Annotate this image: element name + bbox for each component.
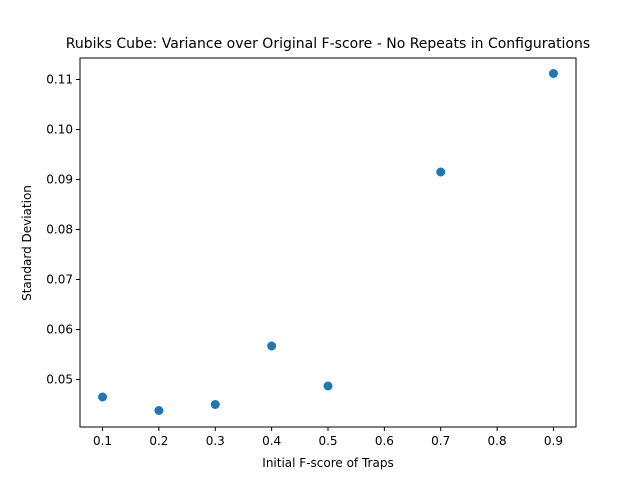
y-tick-label: 0.07 xyxy=(46,273,73,287)
x-tick-label: 0.8 xyxy=(488,434,507,448)
y-tick-label: 0.06 xyxy=(46,323,73,337)
x-axis: 0.1 0.2 0.3 0.4 0.5 0.6 0.7 0.8 0.9 xyxy=(93,427,563,448)
x-axis-label: Initial F-score of Traps xyxy=(262,456,393,470)
y-axis-label: Standard Deviation xyxy=(20,185,34,301)
data-point xyxy=(154,406,164,415)
x-tick-label: 0.7 xyxy=(431,434,450,448)
chart-title: Rubiks Cube: Variance over Original F-sc… xyxy=(66,36,590,52)
x-tick-label: 0.4 xyxy=(262,434,281,448)
data-point xyxy=(267,341,277,351)
x-tick-label: 0.9 xyxy=(544,434,563,448)
y-tick-label: 0.10 xyxy=(46,123,73,137)
x-tick-label: 0.3 xyxy=(206,434,225,448)
y-tick-label: 0.05 xyxy=(46,373,73,387)
x-tick-label: 0.1 xyxy=(93,434,112,448)
x-tick-label: 0.2 xyxy=(149,434,168,448)
y-axis: 0.05 0.06 0.07 0.08 0.09 0.10 0.11 xyxy=(46,73,80,387)
data-point xyxy=(323,381,333,391)
data-point xyxy=(98,392,108,402)
data-point xyxy=(436,167,446,177)
y-tick-label: 0.08 xyxy=(46,223,73,237)
y-tick-label: 0.09 xyxy=(46,173,73,187)
x-tick-label: 0.6 xyxy=(375,434,394,448)
x-tick-label: 0.5 xyxy=(318,434,337,448)
data-points xyxy=(98,69,558,415)
data-point xyxy=(210,400,220,409)
y-tick-label: 0.11 xyxy=(46,73,73,87)
data-point xyxy=(548,69,558,78)
